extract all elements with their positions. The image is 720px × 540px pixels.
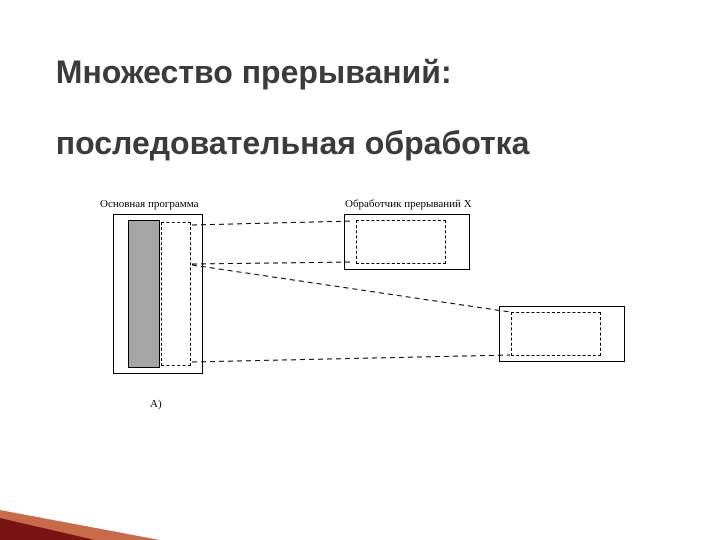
dashed-inside-handler: [356, 220, 446, 264]
label-letter-a: А): [150, 398, 162, 410]
label-handler-x: Обработчик прерываний X: [345, 198, 472, 210]
dashed-inside-main: [161, 222, 191, 366]
dashed-inside-third: [511, 312, 601, 356]
title-line1: Множество прерываний:: [56, 54, 452, 90]
accent-triangle-dark: [0, 518, 95, 540]
label-main-program: Основная программа: [100, 198, 199, 210]
title-line2: последовательная обработка: [56, 125, 530, 161]
gray-execution-bar: [128, 220, 160, 368]
slide-title: Множество прерываний: последовательная о…: [38, 20, 529, 161]
